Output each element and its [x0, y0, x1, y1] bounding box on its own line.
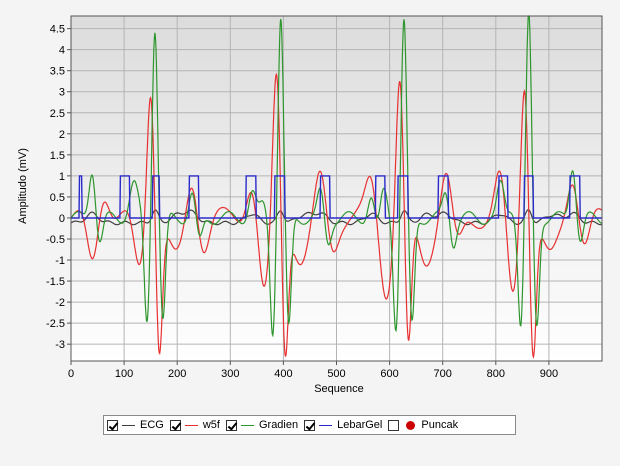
plot-frame	[70, 15, 603, 362]
y-tick-label: 2	[59, 129, 65, 141]
legend-label-gradien: Gradien	[258, 419, 299, 431]
legend-label-puncak: Puncak	[421, 419, 459, 431]
y-tick-label: 3.5	[50, 66, 65, 78]
legend-label-w5f: w5f	[202, 419, 220, 431]
legend-swatch-ecg	[122, 424, 135, 426]
legend-item-gradien[interactable]: Gradien	[225, 419, 299, 431]
y-tick-label: 3	[59, 87, 65, 99]
y-tick-label: 2.5	[50, 108, 65, 120]
x-tick-label: 0	[68, 368, 74, 380]
y-tick-label: -1.5	[46, 276, 65, 288]
legend-item-lebargel[interactable]: LebarGel	[304, 419, 382, 431]
y-tick-label: -1	[55, 255, 65, 267]
y-tick-label: -2.5	[46, 318, 65, 330]
legend-item-ecg[interactable]: ECG	[107, 419, 164, 431]
x-tick-label: 300	[221, 368, 239, 380]
legend-checkbox-gradien[interactable]	[225, 419, 237, 431]
legend-swatch-lebargel	[319, 424, 333, 426]
legend-label-lebargel: LebarGel	[337, 419, 383, 431]
legend: ECG w5f Gradien LebarGel Puncak	[103, 415, 516, 435]
y-tick-label: 4.5	[50, 24, 65, 36]
y-tick-label: 4	[59, 45, 65, 57]
x-tick-label: 700	[434, 368, 452, 380]
series-lebargel-line	[71, 175, 602, 219]
legend-checkbox-lebargel[interactable]	[304, 419, 316, 431]
legend-item-w5f[interactable]: w5f	[169, 419, 220, 431]
y-tick-label: 0.5	[50, 192, 65, 204]
x-tick-label: 600	[380, 368, 398, 380]
y-tick-label: -3	[55, 339, 65, 351]
series-gradien-line	[70, 15, 603, 338]
series-w5f-line	[70, 72, 603, 359]
x-tick-label: 800	[487, 368, 505, 380]
y-tick-label: -2	[55, 297, 65, 309]
legend-label-ecg: ECG	[140, 419, 164, 431]
legend-checkbox-puncak[interactable]	[388, 419, 400, 431]
legend-swatch-w5f	[184, 424, 198, 426]
legend-swatch-gradien	[240, 424, 254, 426]
x-tick-label: 100	[115, 368, 133, 380]
legend-swatch-puncak	[406, 420, 416, 430]
x-tick-label: 400	[274, 368, 292, 380]
y-tick-label: 1	[59, 171, 65, 183]
y-tick-label: 0	[59, 213, 65, 225]
x-tick-label: 200	[168, 368, 186, 380]
y-tick-label: -0.5	[46, 234, 65, 246]
legend-item-puncak[interactable]: Puncak	[388, 419, 458, 431]
y-axis-label: Amplitudo (mV)	[17, 148, 29, 224]
x-tick-label: 500	[327, 368, 345, 380]
x-axis-label: Sequence	[314, 383, 364, 395]
x-tick-label: 900	[540, 368, 558, 380]
y-tick-label: 1.5	[50, 150, 65, 162]
legend-checkbox-ecg[interactable]	[107, 419, 118, 431]
legend-checkbox-w5f[interactable]	[169, 419, 181, 431]
